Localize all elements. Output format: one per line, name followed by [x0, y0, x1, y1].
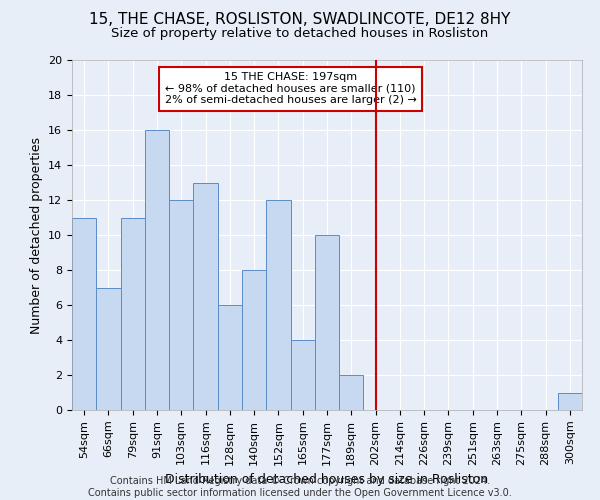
Bar: [72, 218, 96, 410]
Y-axis label: Number of detached properties: Number of detached properties: [29, 136, 43, 334]
Bar: [121, 218, 145, 410]
Bar: [169, 200, 193, 410]
Text: 15, THE CHASE, ROSLISTON, SWADLINCOTE, DE12 8HY: 15, THE CHASE, ROSLISTON, SWADLINCOTE, D…: [89, 12, 511, 28]
Text: 15 THE CHASE: 197sqm
← 98% of detached houses are smaller (110)
2% of semi-detac: 15 THE CHASE: 197sqm ← 98% of detached h…: [164, 72, 416, 106]
Text: Size of property relative to detached houses in Rosliston: Size of property relative to detached ho…: [112, 28, 488, 40]
Bar: [242, 270, 266, 410]
Bar: [266, 200, 290, 410]
Bar: [145, 130, 169, 410]
Bar: [218, 305, 242, 410]
Bar: [339, 375, 364, 410]
Bar: [558, 392, 582, 410]
Bar: [315, 235, 339, 410]
Bar: [290, 340, 315, 410]
Bar: [193, 182, 218, 410]
Bar: [96, 288, 121, 410]
Text: Contains HM Land Registry data © Crown copyright and database right 2024.
Contai: Contains HM Land Registry data © Crown c…: [88, 476, 512, 498]
X-axis label: Distribution of detached houses by size in Rosliston: Distribution of detached houses by size …: [166, 473, 488, 486]
